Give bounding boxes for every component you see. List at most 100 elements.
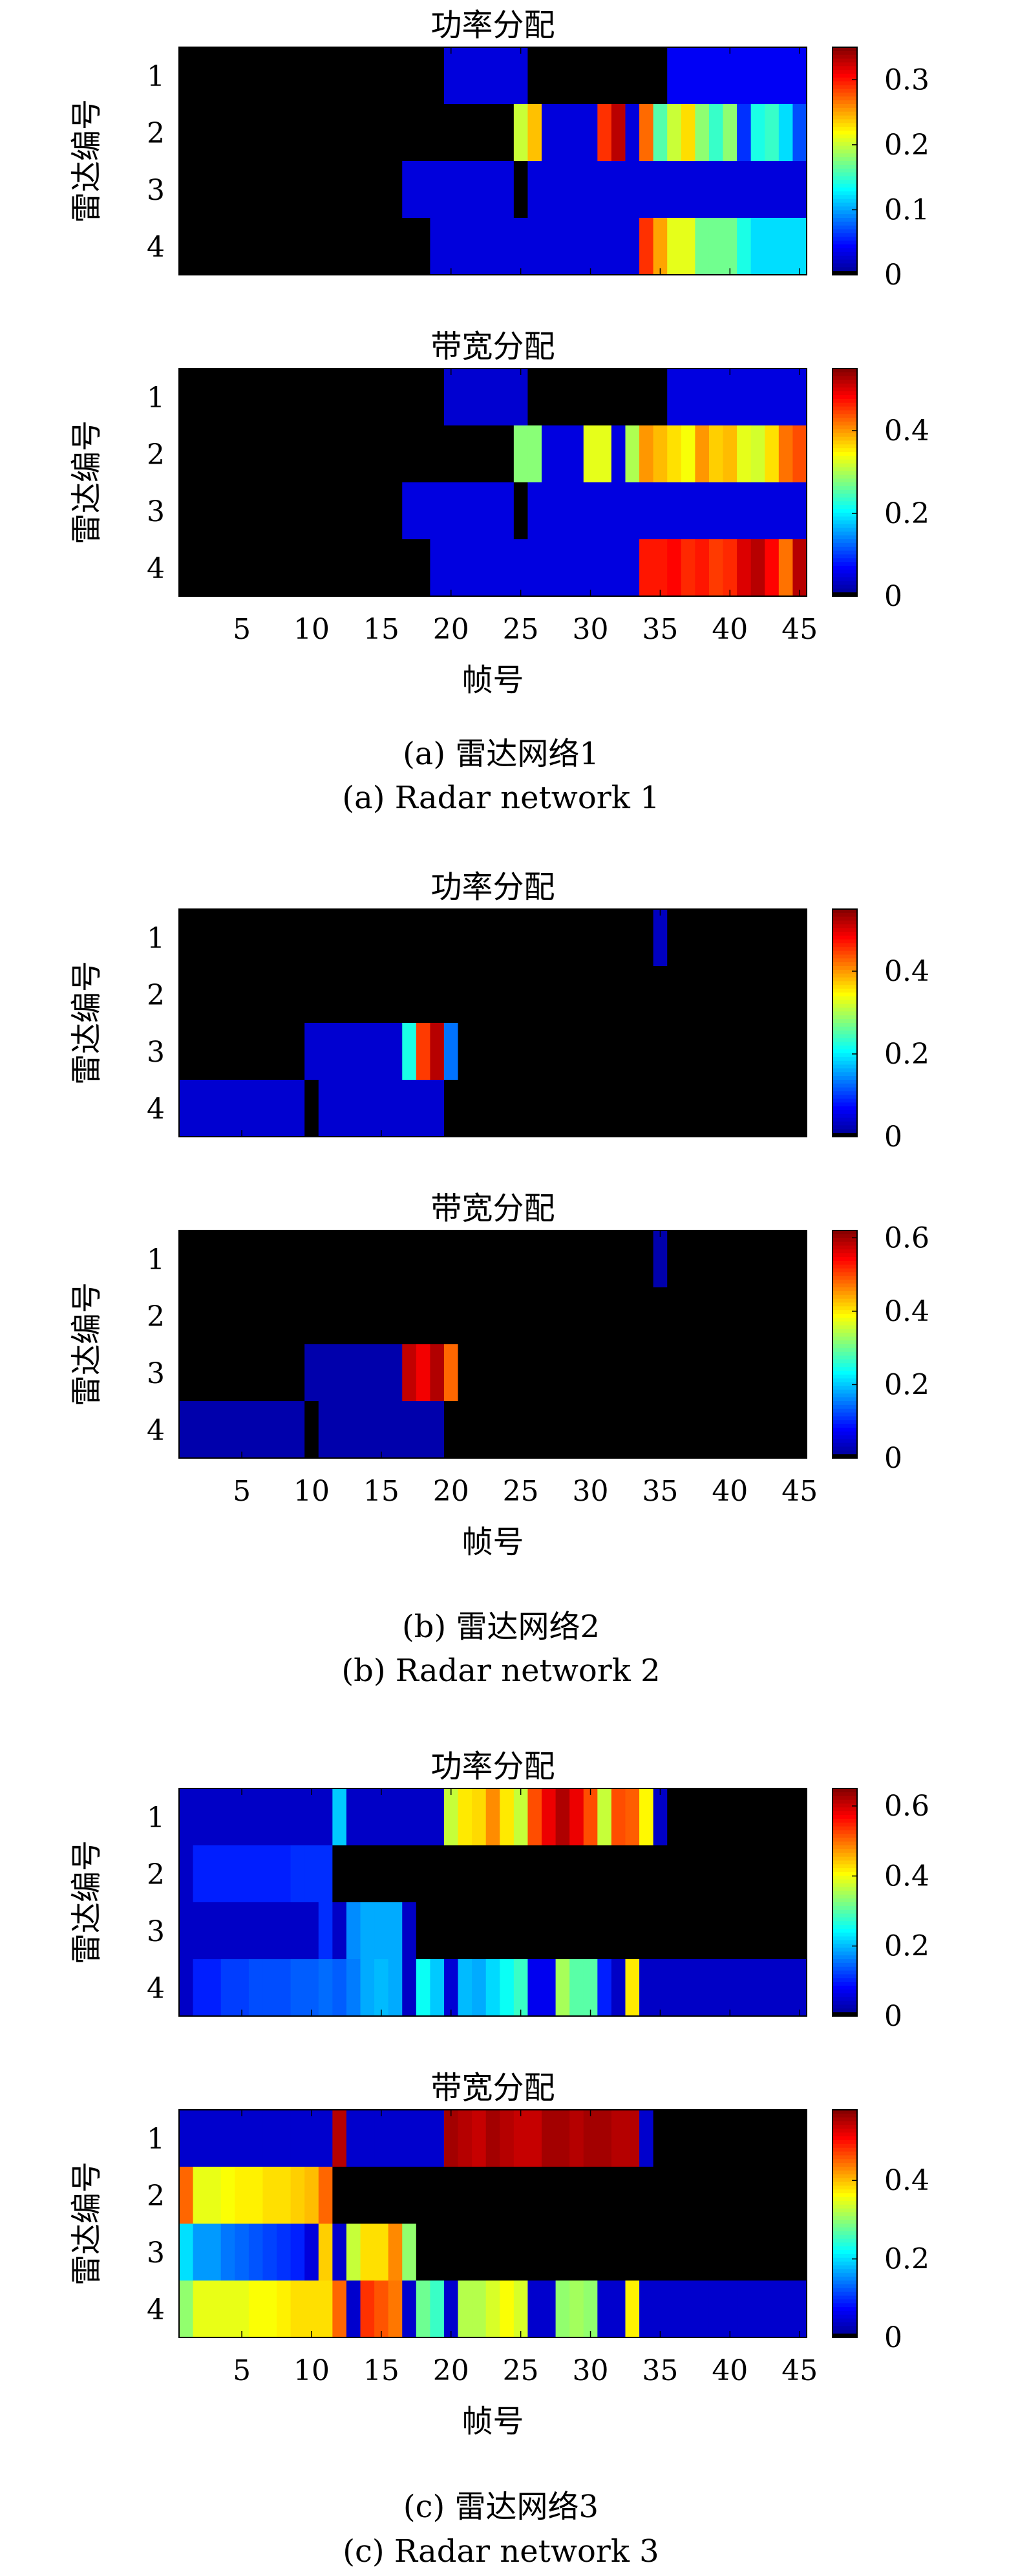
- heatmap-cell: [402, 1902, 417, 1960]
- heatmap-cell: [388, 909, 403, 967]
- heatmap-cell: [318, 104, 333, 162]
- heatmap-cell: [304, 2281, 319, 2338]
- y-tick-label: 1: [147, 1801, 165, 1834]
- heatmap-cell: [611, 2110, 626, 2167]
- heatmap-cell: [402, 1845, 417, 1903]
- heatmap-cell: [402, 47, 417, 105]
- colorbar-segment: [832, 977, 857, 982]
- heatmap-cell: [193, 1959, 207, 2017]
- heatmap-cell: [277, 1959, 292, 2017]
- heatmap-cell: [416, 1080, 430, 1137]
- colorbar-segment: [832, 1799, 857, 1805]
- heatmap-cell: [402, 1788, 417, 1846]
- colorbar-segment: [832, 2182, 857, 2186]
- caption-c-cn: (c) 雷达网络3: [403, 2489, 599, 2525]
- heatmap-cell: [569, 2281, 584, 2338]
- heatmap-cell: [179, 1230, 194, 1288]
- heatmap-cell: [737, 1788, 752, 1846]
- heatmap-cell: [318, 909, 333, 967]
- colorbar-segment: [832, 1276, 857, 1280]
- colorbar-segment: [832, 1314, 857, 1318]
- heatmap-cell: [402, 1230, 417, 1288]
- heatmap-cell: [542, 218, 557, 275]
- colorbar-segment: [832, 168, 857, 173]
- colorbar-segment: [832, 2129, 857, 2133]
- heatmap-cell: [723, 1287, 737, 1345]
- heatmap-cell: [360, 1788, 375, 1846]
- heatmap-cell: [290, 1788, 305, 1846]
- heatmap-cell: [248, 1023, 264, 1080]
- colorbar-segment: [832, 380, 857, 385]
- heatmap-cell: [750, 966, 765, 1024]
- heatmap-cell: [667, 909, 682, 967]
- heatmap-cell: [723, 2224, 737, 2281]
- y-tick-label: 1: [147, 2123, 165, 2156]
- colorbar-segment: [832, 263, 857, 268]
- heatmap-cell: [653, 1959, 668, 2017]
- heatmap-cell: [360, 369, 375, 426]
- heatmap-cell: [583, 104, 598, 162]
- heatmap-cell: [458, 482, 472, 540]
- colorbar-segment: [832, 2178, 857, 2183]
- y-tick-label: 2: [147, 438, 165, 471]
- heatmap-cell: [207, 425, 222, 483]
- heatmap-cell: [527, 909, 542, 967]
- heatmap-cell: [248, 909, 264, 967]
- colorbar-segment: [832, 1378, 857, 1383]
- heatmap-cell: [527, 1344, 542, 1402]
- colorbar-segment: [832, 383, 857, 388]
- heatmap-cell: [639, 1023, 654, 1080]
- colorbar-segment: [832, 237, 857, 241]
- heatmap-cell: [360, 2167, 375, 2224]
- heatmap-cell: [458, 1401, 472, 1459]
- colorbar-segment: [832, 429, 857, 434]
- colorbar-frame: [832, 2109, 858, 2338]
- heatmap-cell: [583, 1230, 598, 1288]
- heatmap-cells: [179, 47, 807, 275]
- colorbar-segment: [832, 1989, 857, 1994]
- heatmap-cell: [555, 1080, 570, 1137]
- heatmap-cell: [207, 966, 222, 1024]
- colorbar-segment: [832, 1424, 857, 1428]
- heatmap-cell: [179, 909, 194, 967]
- heatmap-cell: [193, 482, 207, 540]
- heatmap-cell: [220, 1230, 235, 1288]
- heatmap-cell: [193, 2281, 207, 2338]
- heatmap-cell: [513, 2281, 529, 2338]
- x-tick-label: 10: [293, 613, 330, 646]
- heatmap-cell: [778, 161, 794, 219]
- heatmap-cell: [458, 966, 472, 1024]
- heatmap-cell: [653, 2167, 668, 2224]
- colorbar: 00.20.4: [832, 368, 929, 613]
- colorbar-tick-label: 0: [884, 1442, 902, 1475]
- colorbar-segment: [832, 1272, 857, 1276]
- heatmap-cell: [193, 2110, 207, 2167]
- heatmap-cell: [569, 966, 584, 1024]
- heatmap-cell: [388, 2167, 403, 2224]
- heatmap-cell: [708, 966, 724, 1024]
- heatmap-cell: [723, 369, 737, 426]
- heatmap-cell: [402, 161, 417, 219]
- colorbar-segment: [832, 410, 857, 414]
- heatmap-cell: [583, 1401, 598, 1459]
- heatmap-cell: [597, 2110, 612, 2167]
- heatmap-cell: [500, 47, 514, 105]
- colorbar-segment: [832, 440, 857, 445]
- colorbar-segment: [832, 206, 857, 211]
- heatmap-cell: [792, 2110, 807, 2167]
- heatmap-cell: [485, 218, 500, 275]
- heatmap-cell: [374, 482, 389, 540]
- colorbar-segment: [832, 2147, 857, 2152]
- colorbar-segment: [832, 1249, 857, 1254]
- heatmap-cells: [179, 369, 807, 597]
- heatmap-cell: [318, 966, 333, 1024]
- colorbar-segment: [832, 1004, 857, 1009]
- heatmap-cell: [346, 1845, 361, 1903]
- colorbar-segment: [832, 505, 857, 510]
- colorbar-segment: [832, 954, 857, 959]
- colorbar-frame: [832, 1788, 858, 2017]
- colorbar-segment: [832, 1393, 857, 1398]
- heatmap-cell: [332, 1023, 347, 1080]
- colorbar-segment: [832, 569, 857, 574]
- heatmap-cell: [765, 2224, 779, 2281]
